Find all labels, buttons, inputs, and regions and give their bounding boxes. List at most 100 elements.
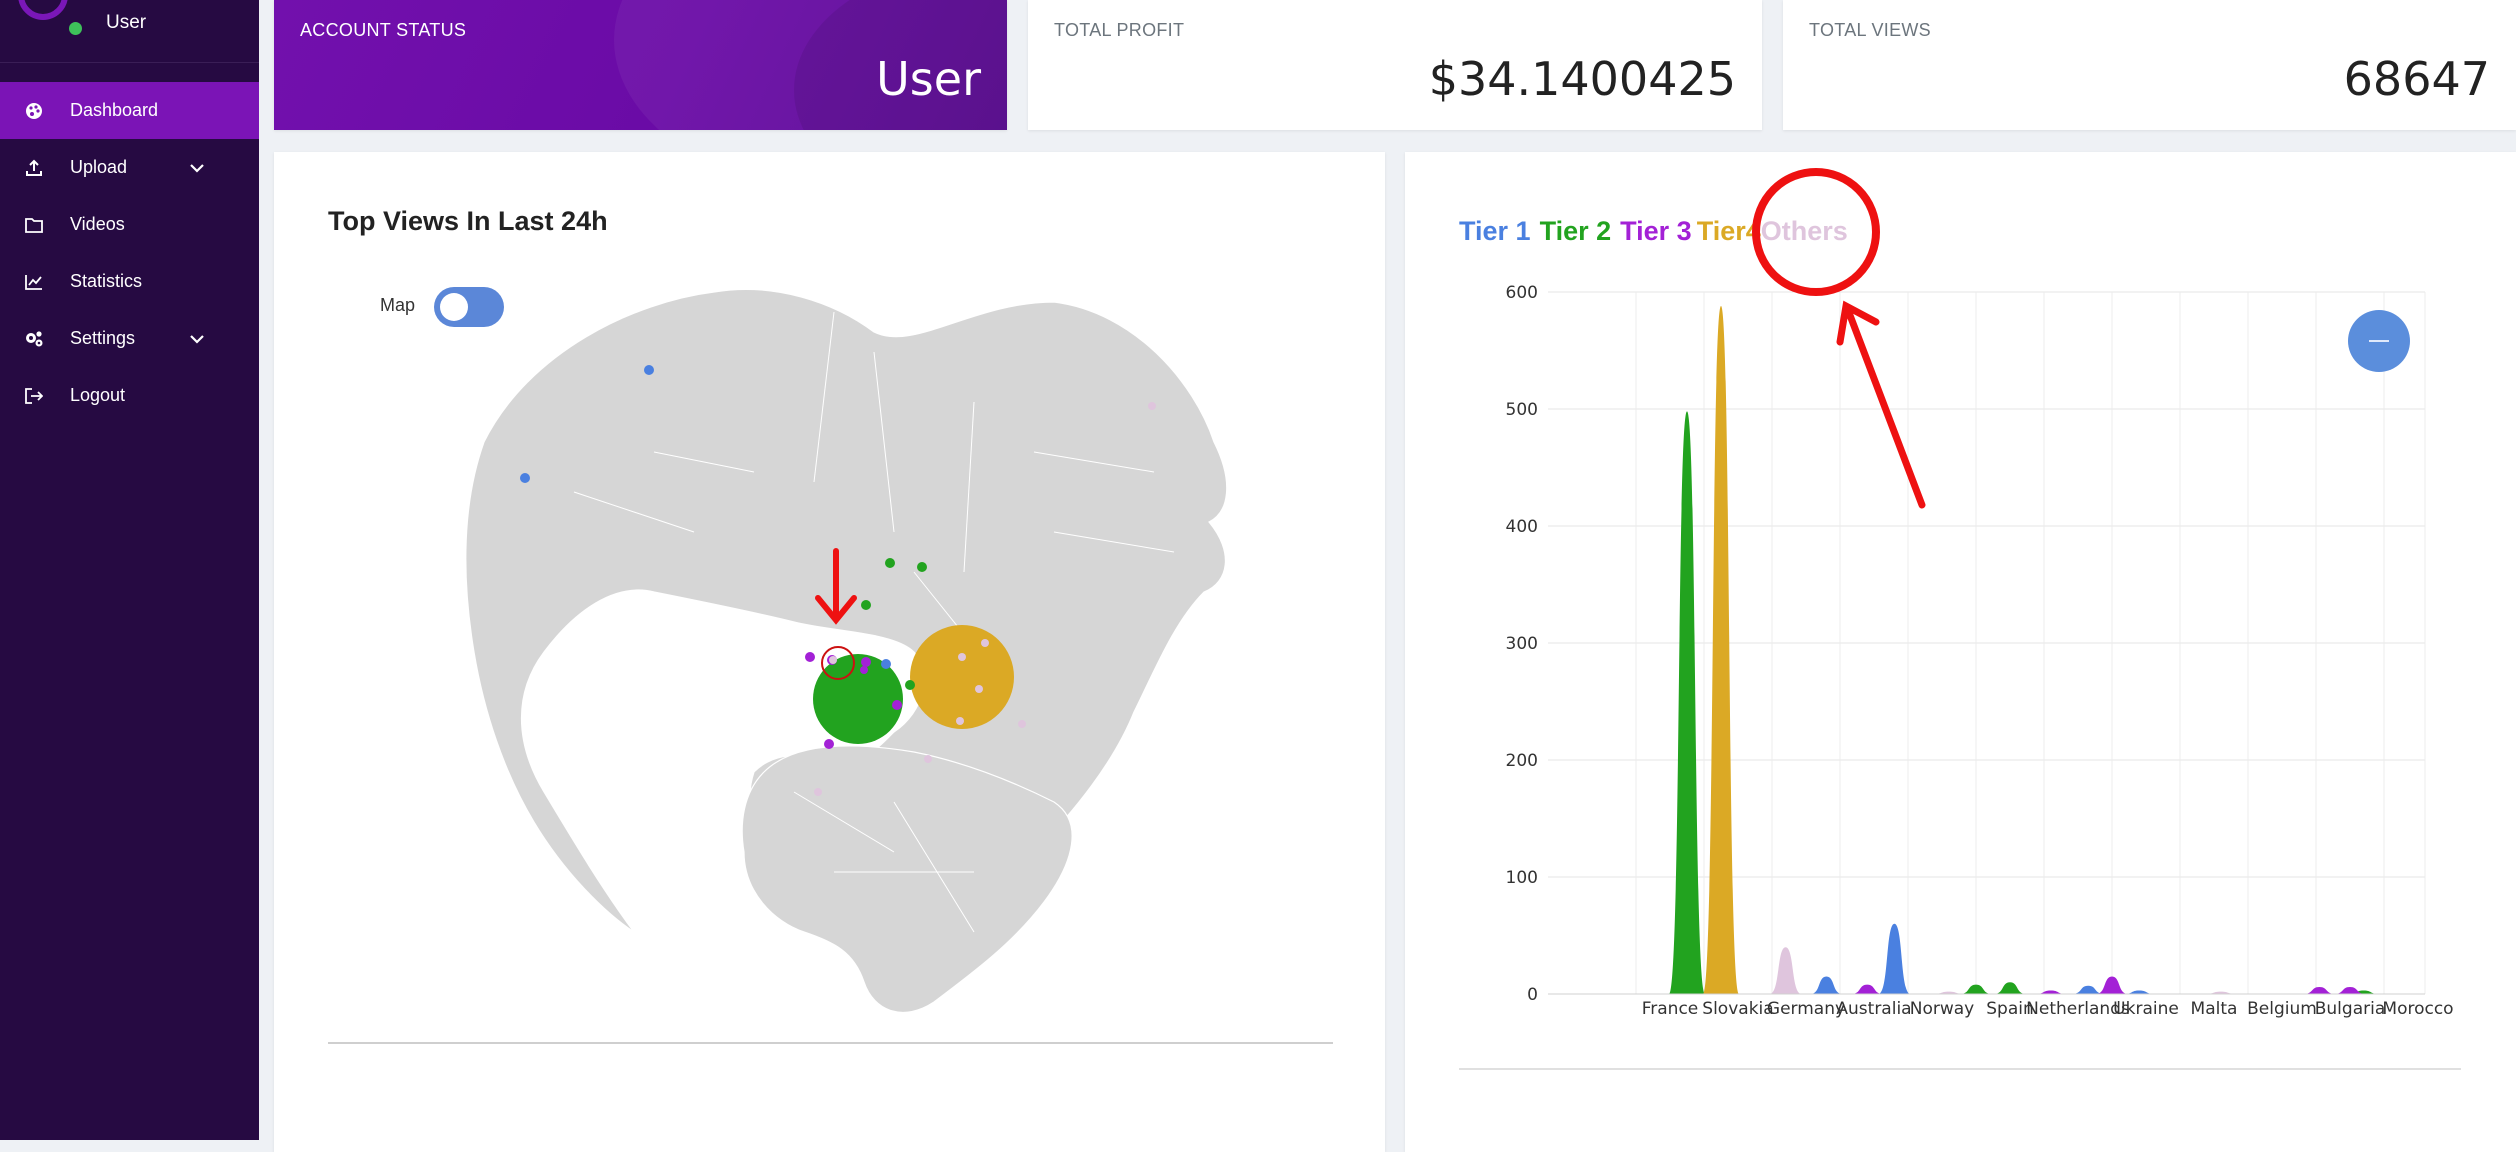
x-tick-label: Netherlands <box>2026 999 2130 1019</box>
sidebar: User Dashboard Upload Videos Statist <box>0 0 259 1140</box>
sidebar-item-statistics[interactable]: Statistics <box>0 253 259 310</box>
sidebar-item-label: Videos <box>70 214 125 234</box>
chart-area-peak <box>2072 985 2105 994</box>
map-bubble[interactable] <box>805 652 815 662</box>
chart-area-peak <box>2123 990 2156 994</box>
palette-icon <box>23 100 45 122</box>
map-bubble[interactable] <box>981 639 989 647</box>
total-views-label: TOTAL VIEWS <box>1809 20 1931 40</box>
chart-area-peak <box>1810 976 1843 994</box>
x-tick-label: Morocco <box>2382 999 2453 1019</box>
y-tick-label: 500 <box>1506 400 1538 420</box>
chart-reset-button[interactable] <box>2348 310 2410 372</box>
y-tick-label: 200 <box>1506 751 1538 771</box>
account-status-label: ACCOUNT STATUS <box>300 20 467 40</box>
sidebar-item-logout[interactable]: Logout <box>0 367 259 424</box>
map-bubble[interactable] <box>829 656 837 664</box>
chart-area-peak <box>1932 991 1965 994</box>
sidebar-item-dashboard[interactable]: Dashboard <box>0 82 259 139</box>
sidebar-item-videos[interactable]: Videos <box>0 196 259 253</box>
chart-area-peak <box>2334 986 2366 994</box>
total-profit-card: TOTAL PROFIT $34.1400425 <box>1028 0 1762 130</box>
sidebar-item-label: Dashboard <box>70 100 159 120</box>
x-tick-label: France <box>1642 999 1699 1019</box>
divider <box>328 1042 1333 1044</box>
map-bubble[interactable] <box>905 680 915 690</box>
legend-item-tier1[interactable]: Tier 1 <box>1459 216 1531 246</box>
map-bubble[interactable] <box>644 365 654 375</box>
y-tick-label: 400 <box>1506 517 1538 537</box>
y-tick-label: 600 <box>1506 283 1538 303</box>
sidebar-item-label: Settings <box>70 328 136 348</box>
globe-landmass-africa <box>741 745 1073 1013</box>
map-bubble[interactable] <box>1148 402 1156 410</box>
map-bubble[interactable] <box>958 653 966 661</box>
x-tick-label: Australia <box>1836 999 1911 1019</box>
avatar[interactable] <box>18 0 68 20</box>
map-bubble[interactable] <box>924 755 932 763</box>
map-bubble[interactable] <box>824 739 834 749</box>
sidebar-item-settings[interactable]: Settings <box>0 310 259 367</box>
map-panel-title: Top Views In Last 24h <box>328 206 608 236</box>
map-bubble[interactable] <box>1018 720 1026 728</box>
chart-panel: Tier 1 Tier 2 Tier 3 Tier4 Others 0 100 20… <box>1405 152 2516 1152</box>
map-bubble[interactable] <box>910 625 1014 729</box>
total-views-card: TOTAL VIEWS 68647 <box>1783 0 2516 130</box>
tier-views-chart: 0 100 200 300 400 500 600 France SlovakiaGermany… <box>1506 283 2454 1019</box>
chart-area-peak <box>1669 411 1705 995</box>
sidebar-item-label: Statistics <box>70 271 143 291</box>
x-tick-label: Belgium <box>2247 999 2317 1019</box>
line-chart-icon <box>23 271 45 293</box>
online-status-dot <box>67 20 84 37</box>
account-status-value: User <box>876 52 981 106</box>
upload-icon <box>23 157 45 179</box>
y-tick-label: 300 <box>1506 634 1538 654</box>
x-tick-label: Spain <box>1986 999 2034 1019</box>
legend-item-tier3[interactable]: Tier 3 <box>1620 216 1692 246</box>
sidebar-nav: Dashboard Upload Videos Statistics Se <box>0 82 259 424</box>
globe-map[interactable] <box>274 152 1385 1152</box>
map-panel: Top Views In Last 24h Map <box>274 152 1385 1152</box>
map-toggle-label: Map <box>380 295 416 315</box>
map-bubble[interactable] <box>861 600 871 610</box>
chart-area-peak <box>1960 984 1992 994</box>
legend-item-tier2[interactable]: Tier 2 <box>1539 216 1612 246</box>
chart-area-peak <box>2096 976 2128 994</box>
chart-area-peak <box>1851 984 1884 994</box>
chevron-down-icon[interactable] <box>187 329 207 349</box>
logout-icon <box>23 385 45 407</box>
chart-area-peak <box>2303 986 2336 994</box>
map-bubble[interactable] <box>975 685 983 693</box>
x-tick-label: Ukraine <box>2113 999 2179 1019</box>
sidebar-item-label: Logout <box>70 385 126 405</box>
chart-area-peak <box>2034 990 2067 994</box>
legend-item-tier4[interactable]: Tier4 <box>1696 216 1761 246</box>
map-toggle-switch[interactable] <box>434 287 504 327</box>
y-tick-label: 0 <box>1527 985 1538 1005</box>
chevron-down-icon[interactable] <box>187 158 207 178</box>
map-bubble[interactable] <box>860 666 868 674</box>
map-bubble[interactable] <box>885 558 895 568</box>
chart-area-peak <box>2204 991 2237 994</box>
account-status-card: ACCOUNT STATUS User <box>274 0 1007 130</box>
map-bubble[interactable] <box>917 562 927 572</box>
cogs-icon <box>23 328 45 350</box>
map-bubble[interactable] <box>814 788 822 796</box>
total-views-value: 68647 <box>2343 52 2490 106</box>
chart-area-peak <box>1994 982 2026 994</box>
total-profit-value: $34.1400425 <box>1428 52 1736 106</box>
map-bubble[interactable] <box>956 717 964 725</box>
x-tick-label: Slovakia <box>1702 999 1773 1019</box>
chart-area-peak <box>1769 947 1802 994</box>
sidebar-user-panel: User <box>0 0 259 63</box>
x-tick-label: Malta <box>2191 999 2238 1019</box>
chart-area-peak <box>1878 923 1911 994</box>
sidebar-item-upload[interactable]: Upload <box>0 139 259 196</box>
sidebar-username: User <box>106 12 147 33</box>
map-bubble[interactable] <box>861 657 871 667</box>
folder-icon <box>23 214 45 236</box>
map-bubble[interactable] <box>881 659 891 669</box>
map-bubble[interactable] <box>520 473 530 483</box>
x-tick-label: Bulgaria <box>2315 999 2386 1019</box>
map-bubble[interactable] <box>892 700 902 710</box>
